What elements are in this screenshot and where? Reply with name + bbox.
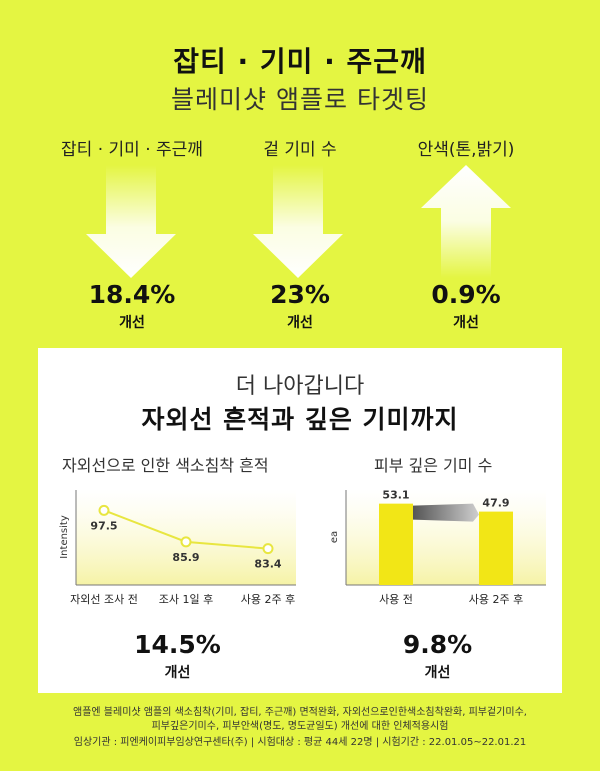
main-title: 잡티 · 기미 · 주근깨 [173, 45, 427, 78]
line-chart-result-value: 14.5% [134, 630, 221, 659]
improvement-label-surface-melasma: 겉 기미 수 [263, 140, 337, 160]
improvement-value-surface-melasma: 23% [270, 280, 330, 309]
line-chart: Intensity 97.5 85.9 83.4 자외선 조사 전 조사 1일 후 사용… [59, 490, 296, 606]
line-chart-point [98, 504, 110, 516]
down-arrow-icon [253, 165, 343, 278]
bar-chart-y-label: ea [329, 531, 340, 543]
line-chart-x-tick-label: 조사 1일 후 [159, 592, 213, 606]
bar-chart-bar [379, 503, 413, 585]
bar-chart-bar [479, 511, 513, 585]
bar-chart-x-tick-label: 사용 전 [379, 593, 413, 606]
bar-chart-data-label: 53.1 [382, 489, 409, 502]
footer-clinical-info: 임상기관 : 피엔케이피부임상연구센타(주) | 시험대상 : 평균 44세 2… [73, 737, 527, 748]
main-subtitle: 블레미샷 앰플로 타겟팅 [171, 85, 429, 114]
arrows-graphic [86, 165, 511, 278]
line-chart-x-tick-label: 자외선 조사 전 [70, 593, 138, 606]
bar-chart-result-sub: 개선 [424, 665, 451, 681]
bar-chart-result-value: 9.8% [402, 630, 473, 659]
bar-chart-data-label: 47.9 [482, 497, 509, 510]
line-chart-data-label: 97.5 [90, 519, 117, 532]
improvement-sub-surface-melasma: 개선 [287, 315, 313, 331]
improvement-label-complexion: 안색(톤,밝기) [417, 140, 515, 160]
line-chart-point [180, 536, 192, 548]
line-chart-point [262, 543, 274, 555]
line-chart-x-tick-label: 사용 2주 후 [241, 593, 295, 606]
bar-chart-plot-area [346, 490, 546, 585]
improvement-value-spots: 18.4% [88, 280, 176, 309]
line-chart-data-label: 83.4 [254, 558, 281, 571]
section-heading-light: 더 나아갑니다 [235, 374, 365, 399]
section-heading-bold: 자외선 흔적과 깊은 기미까지 [141, 405, 459, 434]
line-chart-title: 자외선으로 인한 색소침착 흔적 [62, 456, 269, 475]
footer-note-line-2: 피부깊은기미수, 피부안색(명도, 명도균일도) 개선에 대한 인체적용시험 [151, 721, 449, 732]
line-chart-y-label: Intensity [59, 515, 70, 559]
line-chart-result-sub: 개선 [164, 665, 191, 681]
decrease-band-arrow-icon [413, 503, 479, 522]
bar-chart: ea 53.1 47.9 사용 전 사용 2주 후 [329, 489, 546, 606]
bar-chart-title: 피부 깊은 기미 수 [374, 456, 493, 475]
improvement-sub-complexion: 개선 [453, 315, 479, 331]
footer-note-line-1: 앰플엔 블레미샷 앰플의 색소침착(기미, 잡티, 주근깨) 면적완화, 자외선… [73, 707, 527, 718]
line-chart-data-label: 85.9 [172, 551, 199, 564]
improvement-value-complexion: 0.9% [431, 280, 501, 309]
improvement-label-spots: 잡티 · 기미 · 주근깨 [61, 140, 203, 160]
up-arrow-icon [421, 165, 511, 278]
down-arrow-icon [86, 165, 176, 278]
improvement-sub-spots: 개선 [119, 315, 145, 331]
bar-chart-x-tick-label: 사용 2주 후 [469, 593, 523, 606]
